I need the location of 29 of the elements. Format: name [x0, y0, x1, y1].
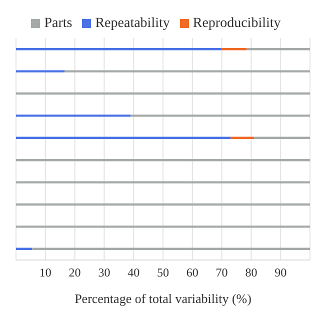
x-tick-label: 40 [128, 266, 140, 280]
bar [16, 48, 222, 50]
x-tick-label: 90 [274, 266, 287, 280]
x-tick-label: 80 [245, 266, 258, 280]
x-tick-label: 20 [68, 266, 81, 280]
bar [16, 92, 310, 95]
bar [254, 136, 310, 140]
x-tick-label: 10 [39, 266, 52, 280]
x-tick-label: 70 [216, 266, 228, 280]
bar [222, 48, 247, 50]
x-tick-label: 60 [186, 266, 198, 280]
bar [130, 114, 310, 117]
bar [16, 158, 310, 162]
bar [32, 248, 310, 250]
bar [64, 70, 310, 72]
legend-label: Parts [44, 16, 72, 31]
x-tick-label: 50 [157, 266, 169, 280]
bar [16, 136, 231, 140]
x-axis-title: Percentage of total variability (%) [74, 291, 252, 306]
bar [16, 181, 310, 184]
bar [16, 203, 310, 206]
legend-label: Repeatability [95, 16, 170, 31]
bar [230, 136, 254, 140]
x-tick-label: 30 [98, 266, 110, 280]
bar [16, 70, 65, 72]
bar [16, 114, 131, 117]
bar [246, 48, 310, 50]
legend-label: Reproducibility [192, 16, 281, 31]
bar [16, 226, 310, 228]
